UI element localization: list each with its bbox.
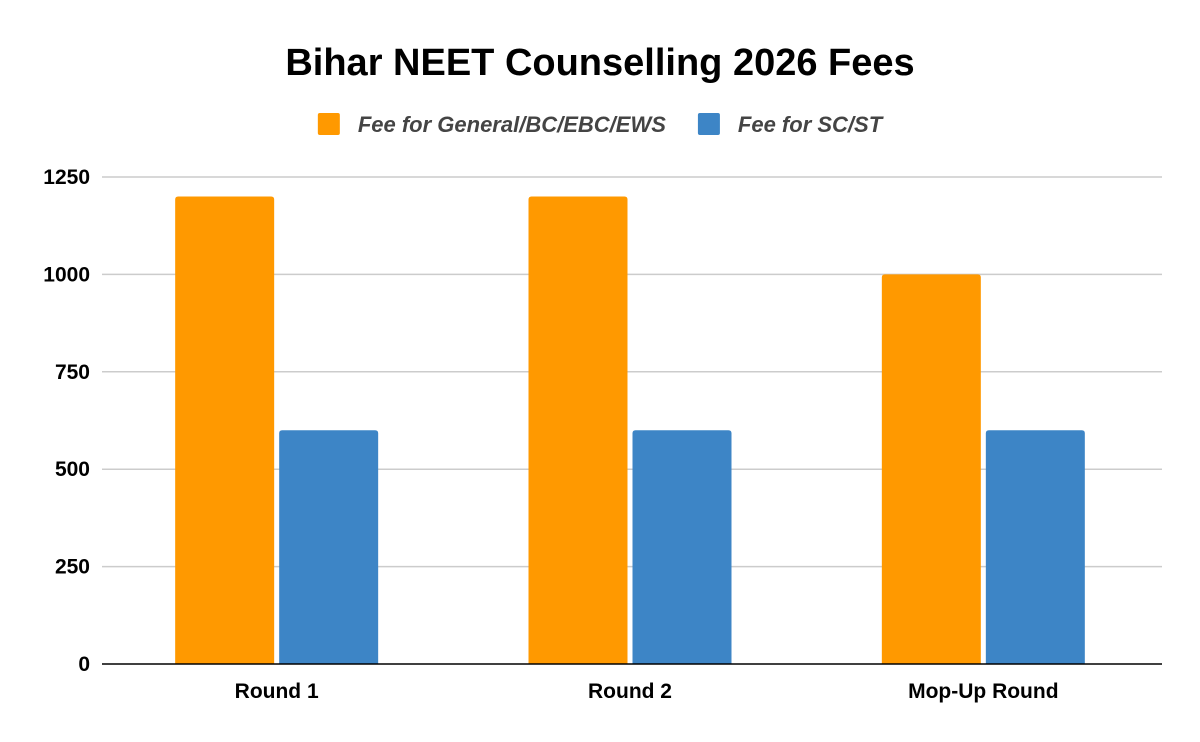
x-axis-categories: Round 1 Round 2 Mop-Up Round [235,680,1059,703]
bar [528,196,628,665]
bar [985,430,1085,664]
legend: Fee for General/BC/EBC/EWS Fee for SC/ST [317,112,884,137]
y-tick-label: 0 [78,653,90,676]
legend-label: Fee for General/BC/EBC/EWS [358,112,666,137]
y-tick-label: 750 [55,361,90,384]
y-tick-label: 1000 [43,263,90,286]
y-tick-label: 250 [55,556,90,579]
bar [881,274,981,664]
x-category-label: Round 1 [235,680,319,703]
y-tick-label: 500 [55,458,90,481]
legend-label: Fee for SC/ST [738,112,884,137]
y-tick-label: 1250 [43,166,90,189]
x-category-label: Mop-Up Round [908,680,1058,703]
bar [632,430,732,664]
bar [279,430,379,664]
gridlines [102,176,1162,568]
bars [175,196,1085,665]
chart-title: Bihar NEET Counselling 2026 Fees [285,42,914,84]
legend-swatch [317,113,340,135]
legend-swatch [697,113,720,135]
y-axis-ticks: 0 250 500 750 1000 1250 [43,166,90,676]
x-category-label: Round 2 [588,680,672,703]
bar [175,196,275,665]
